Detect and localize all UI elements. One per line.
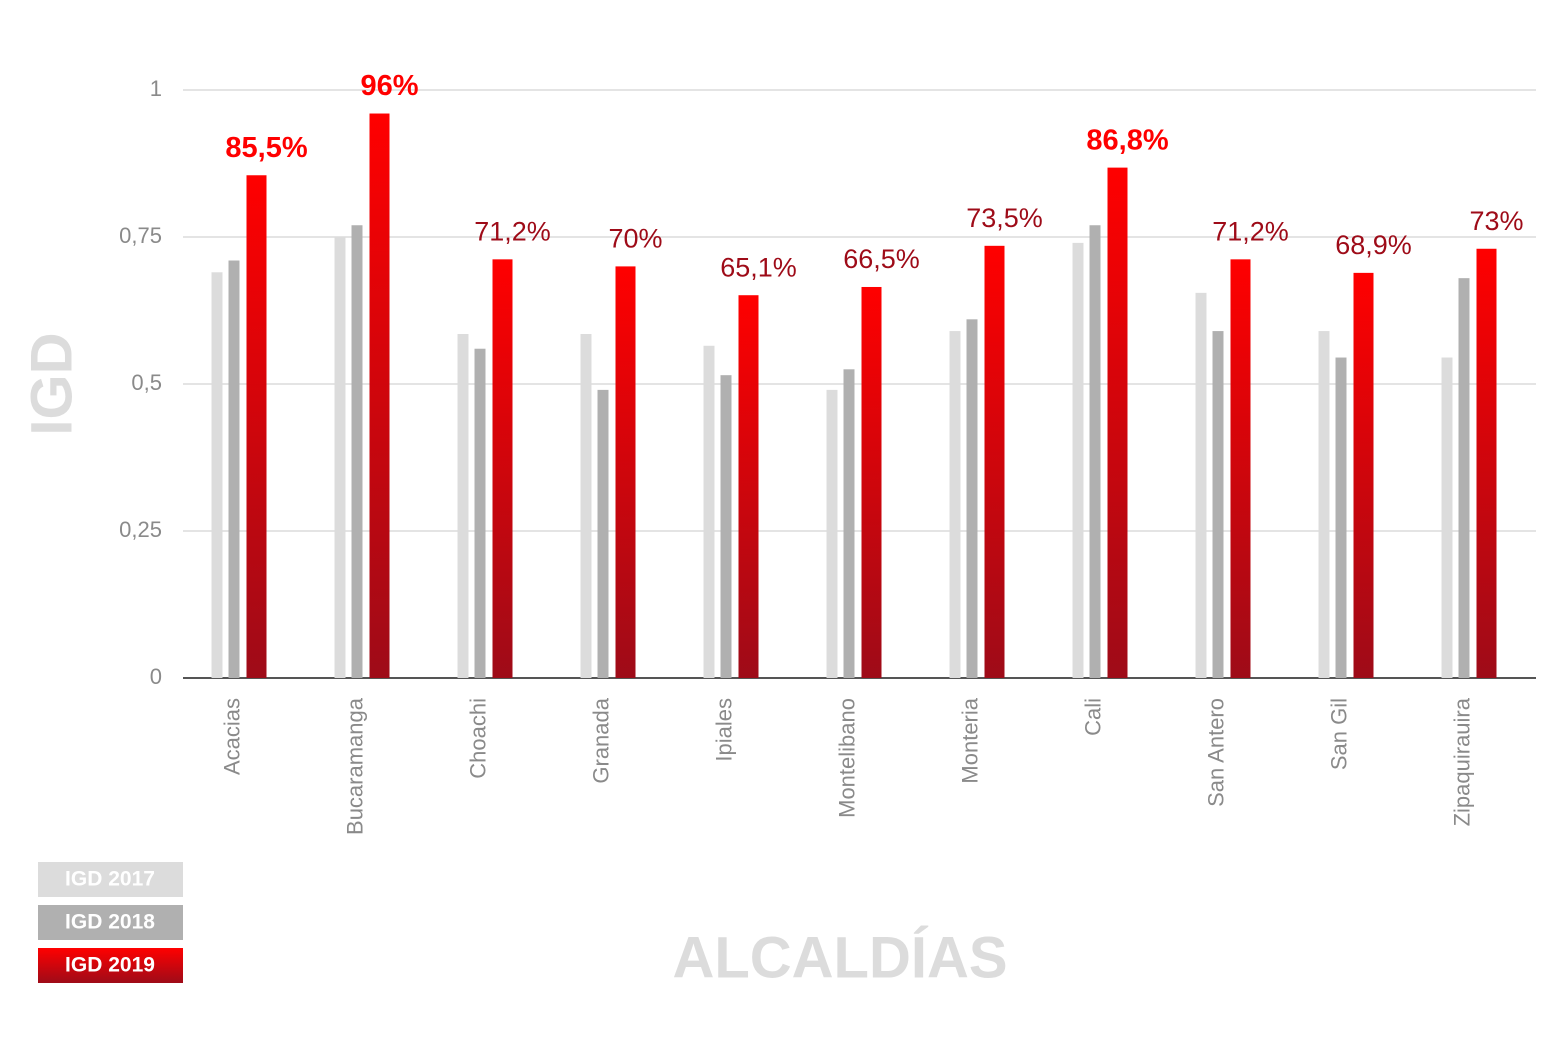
bar (738, 295, 759, 678)
x-axis-title: ALCALDÍAS (672, 925, 1007, 990)
y-tick-label: 0,25 (119, 517, 162, 542)
bar (492, 259, 513, 678)
bar (457, 334, 469, 678)
bar (597, 389, 609, 678)
bar (1458, 278, 1470, 678)
bar (351, 225, 363, 679)
y-tick-label: 0,75 (119, 223, 162, 248)
bar (228, 260, 240, 678)
bar (615, 266, 636, 678)
x-tick-label: San Antero (1203, 698, 1228, 807)
bar (966, 319, 978, 678)
legend-swatch (38, 948, 183, 983)
bar (826, 389, 838, 678)
legend-swatch (38, 862, 183, 897)
x-tick-label: Bucaramanga (342, 697, 367, 835)
bar (949, 331, 961, 678)
value-label: 65,1% (720, 252, 797, 282)
x-tick-label: Cali (1080, 698, 1105, 736)
legend-swatch (38, 905, 183, 940)
value-label: 68,9% (1335, 230, 1412, 260)
x-tick-label: Montelibano (834, 698, 859, 818)
y-axis-title: IGD (19, 332, 84, 435)
bar (984, 245, 1005, 678)
bar (843, 369, 855, 678)
x-tick-label: Acacias (219, 698, 244, 775)
bar (703, 345, 715, 678)
bar (1107, 167, 1128, 678)
bar (1089, 225, 1101, 679)
value-label: 66,5% (843, 244, 920, 274)
bar (1072, 242, 1084, 678)
value-label: 96% (360, 70, 418, 102)
value-label: 71,2% (474, 216, 551, 246)
value-label: 70% (608, 224, 662, 254)
x-tick-label: Monteria (957, 697, 982, 783)
x-tick-label: Zipaquirauira (1449, 697, 1474, 826)
bar (211, 272, 223, 678)
value-label: 73% (1469, 206, 1523, 236)
value-label: 73,5% (966, 203, 1043, 233)
x-tick-label: Granada (588, 697, 613, 783)
legend-label: IGD 2018 (65, 911, 155, 934)
value-label: 71,2% (1212, 216, 1289, 246)
bar (1441, 357, 1453, 678)
x-tick-label: San Gil (1326, 698, 1351, 770)
legend-label: IGD 2017 (65, 868, 155, 891)
bar (334, 237, 346, 678)
bar (580, 334, 592, 678)
y-tick-label: 1 (150, 76, 162, 101)
x-tick-label: Choachi (465, 698, 490, 779)
bar (1476, 248, 1497, 678)
bar (474, 348, 486, 678)
y-tick-label: 0,5 (131, 370, 162, 395)
legend-label: IGD 2019 (65, 954, 155, 977)
y-tick-label: 0 (150, 664, 162, 689)
x-tick-label: Ipiales (711, 698, 736, 762)
value-label: 86,8% (1086, 124, 1168, 156)
bar (1195, 292, 1207, 678)
bar (1318, 331, 1330, 678)
bar (720, 375, 732, 678)
bar (369, 113, 390, 678)
bar (1335, 357, 1347, 678)
bar (1230, 259, 1251, 678)
bar (1353, 272, 1374, 678)
bar (1212, 331, 1224, 678)
bar (246, 175, 267, 678)
bar (861, 286, 882, 678)
value-label: 85,5% (225, 132, 307, 164)
